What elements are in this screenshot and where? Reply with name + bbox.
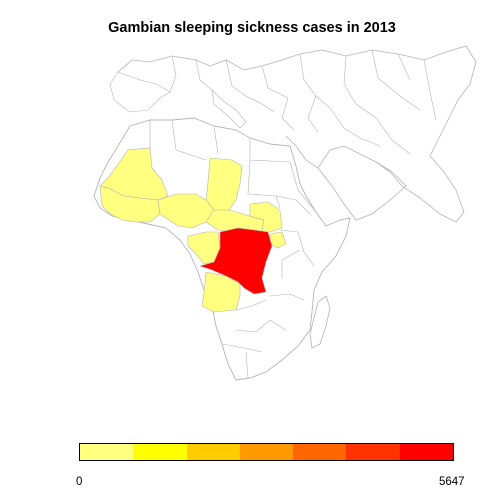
europe-middle-east-outline	[117, 45, 477, 223]
italy-outline	[211, 89, 247, 129]
legend-swatch-5	[293, 444, 347, 460]
legend-swatch-7	[399, 444, 453, 460]
region-dr-congo	[198, 227, 273, 295]
affected-countries-low	[99, 147, 287, 313]
legend-min-label: 0	[76, 476, 83, 488]
map-title: Gambian sleeping sickness cases in 2013	[108, 20, 396, 36]
legend-max-label: 5647	[439, 476, 465, 488]
madagascar-outline	[309, 295, 331, 349]
region-south-sudan	[249, 201, 283, 233]
legend-color-bar	[79, 443, 454, 461]
europe-borders	[169, 49, 437, 155]
region-west-coast	[99, 185, 161, 223]
legend-swatch-6	[346, 444, 400, 460]
region-chad	[205, 157, 243, 213]
legend-swatch-4	[239, 444, 294, 460]
legend-swatch-3	[186, 444, 240, 460]
arabia-outline	[317, 161, 407, 221]
legend-swatch-1	[80, 444, 134, 460]
legend-swatch-2	[133, 444, 187, 460]
iberia-outline	[109, 71, 171, 113]
